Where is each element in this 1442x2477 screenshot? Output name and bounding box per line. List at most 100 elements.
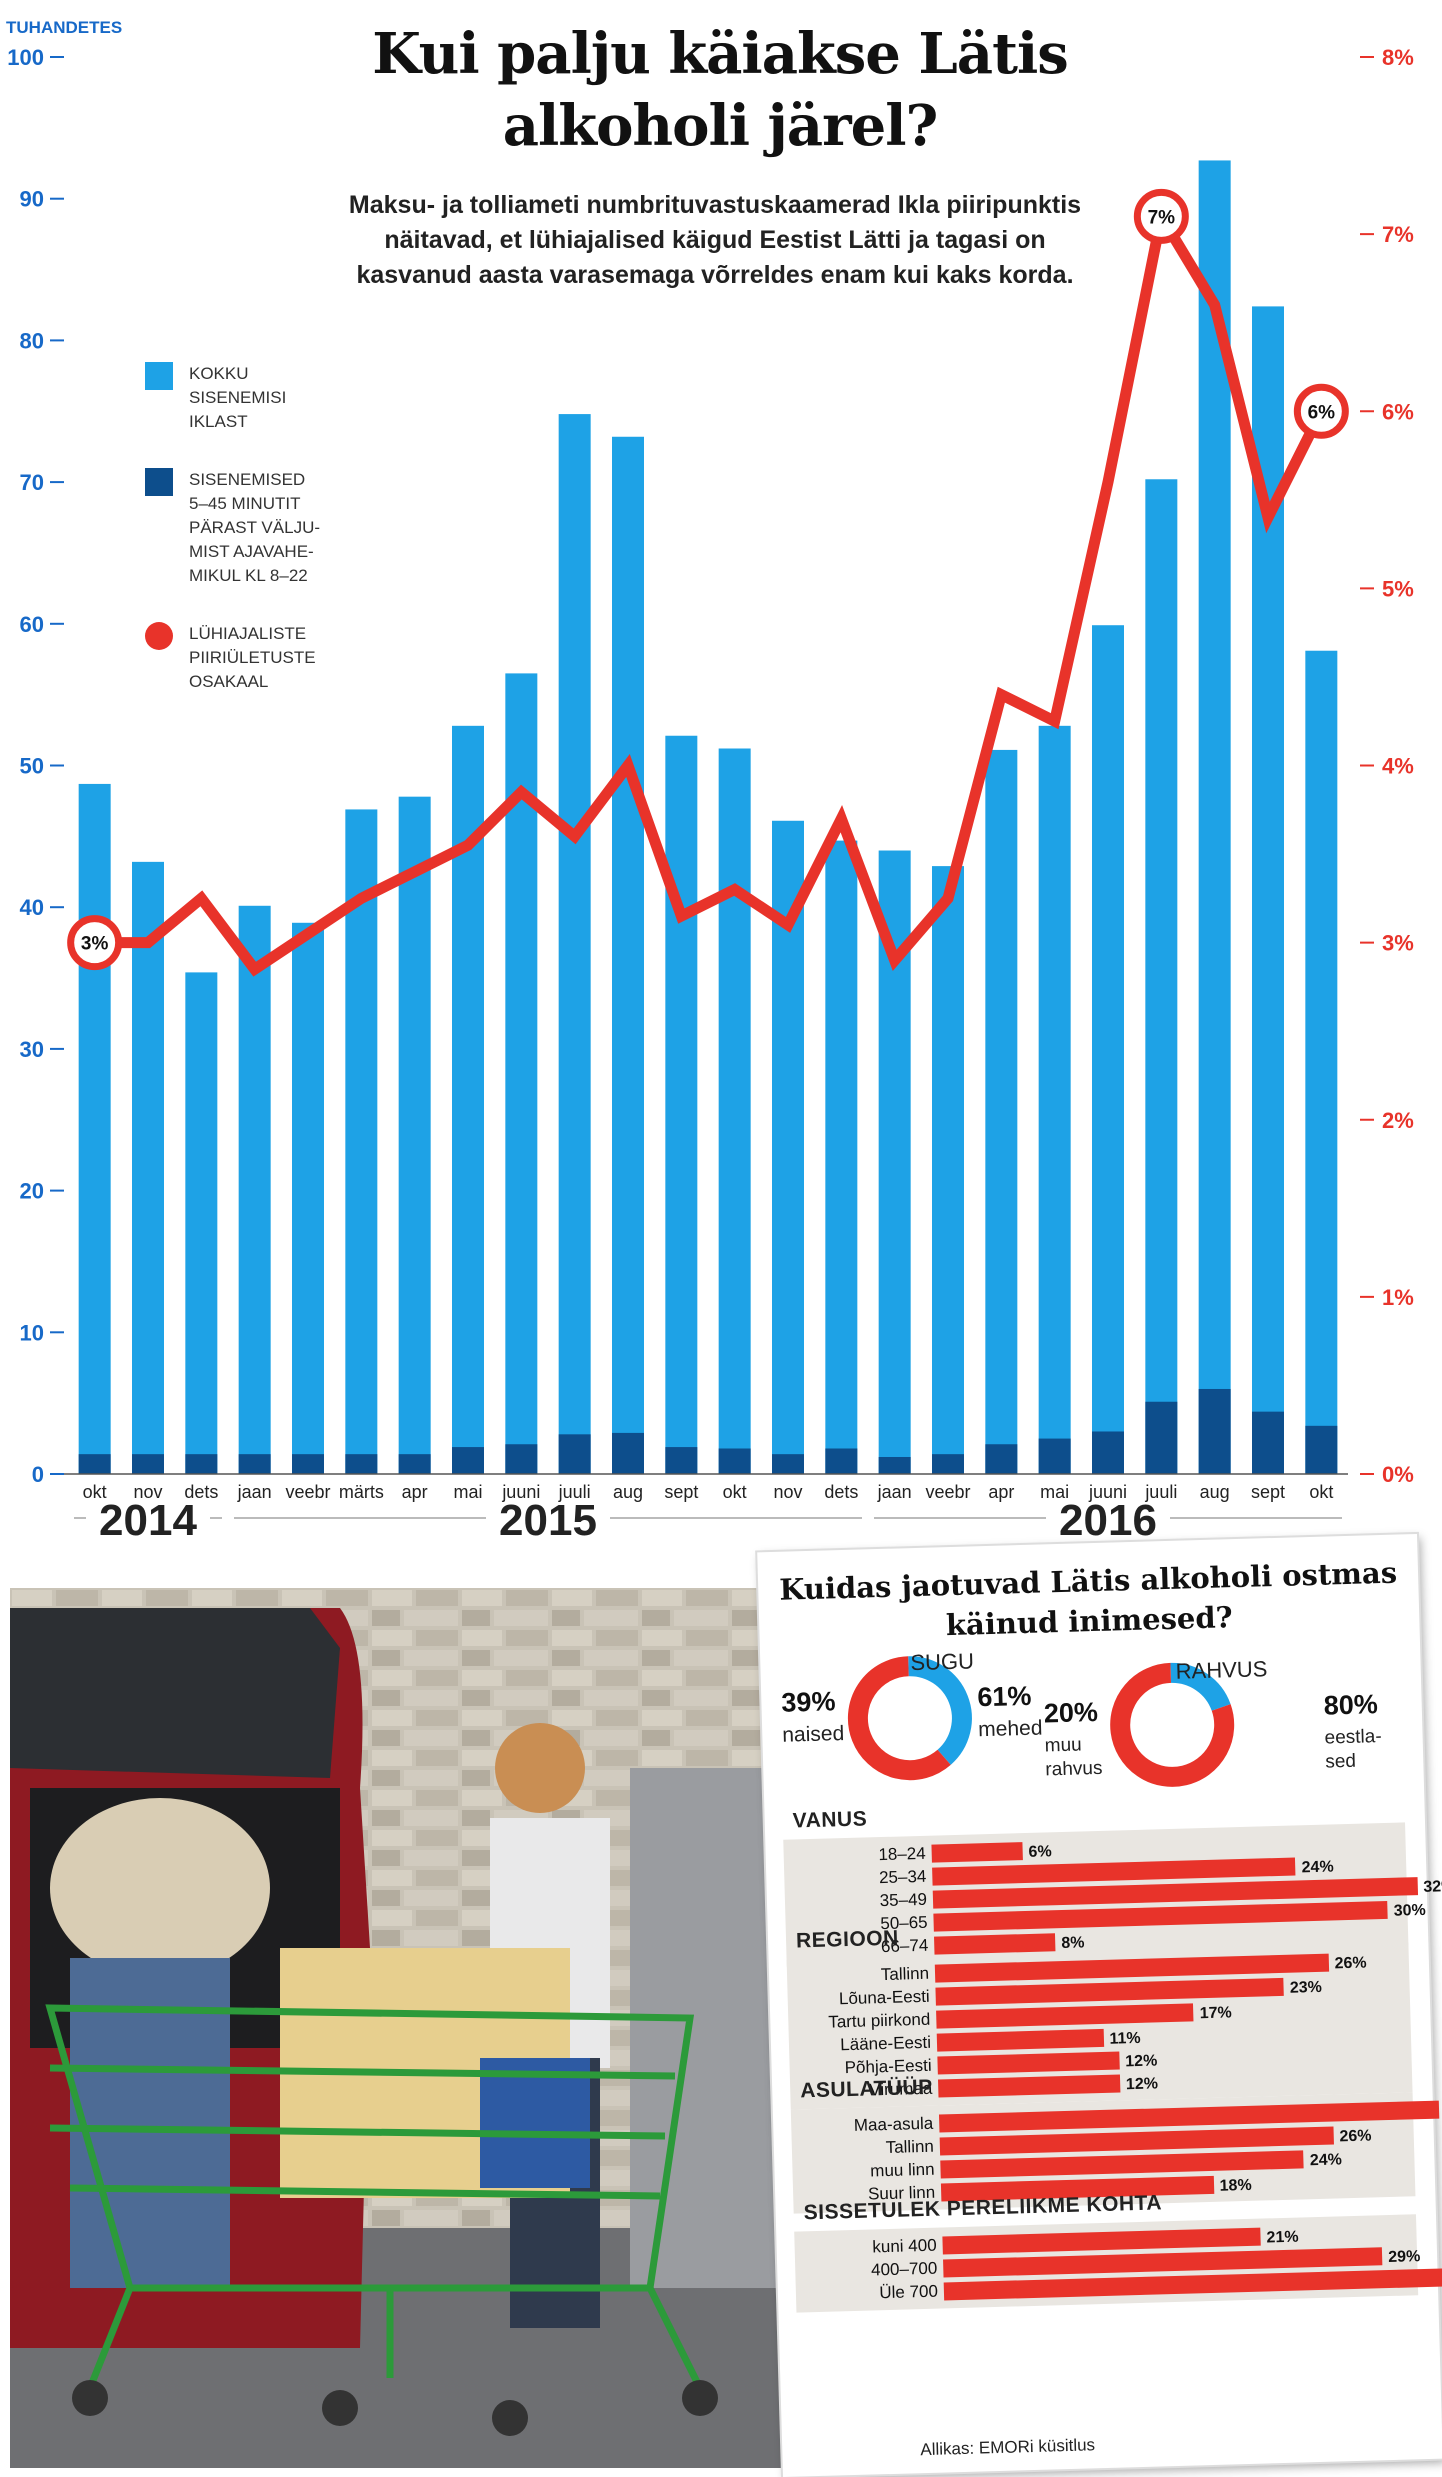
bar-row-bar <box>934 1933 1056 1955</box>
legend-item-total: KOKKU SISENEMISI IKLAST <box>145 362 385 434</box>
x-tick-label: mai <box>453 1482 482 1502</box>
bar-total <box>1305 650 1338 1474</box>
bar-row-value: 23% <box>1289 1978 1323 1997</box>
legend-swatch-total <box>145 362 173 390</box>
legend-swatch-share <box>145 622 173 650</box>
photo-box-blue <box>480 2058 590 2188</box>
bar-short <box>1038 1438 1071 1474</box>
left-tick-label: 10 <box>20 1320 44 1345</box>
bar-total <box>345 809 378 1474</box>
donut-rahvus-left-pct: 20% <box>1043 1696 1099 1729</box>
left-tick-label: 80 <box>20 328 44 353</box>
bar-total <box>1145 479 1178 1474</box>
bar-row-value: 12% <box>1125 2052 1158 2071</box>
bar-short <box>1092 1431 1124 1474</box>
x-tick-label: okt <box>723 1482 747 1502</box>
legend-item-share: LÜHIAJALISTE PIIRIÜLETUSTE OSAKAAL <box>145 622 385 694</box>
x-tick-label: apr <box>402 1482 428 1502</box>
bar-short <box>985 1444 1018 1474</box>
bar-short <box>185 1454 218 1474</box>
photo-car-trunk-lid <box>10 1608 340 1778</box>
right-tick-label: 8% <box>1382 45 1414 70</box>
x-tick-label: juuli <box>558 1482 591 1502</box>
bar-short <box>558 1434 591 1474</box>
bar-short <box>505 1444 538 1474</box>
donut-slice <box>847 1656 951 1781</box>
section-title: ASULATÜÜP <box>799 2075 933 2103</box>
bar-total <box>238 905 271 1474</box>
right-tick-label: 6% <box>1382 399 1414 424</box>
photo-cart-wheels <box>72 2380 718 2436</box>
bar-total <box>665 735 698 1474</box>
donut-sugu-title: SUGU <box>910 1648 975 1676</box>
shopping-cart-photo <box>10 1588 800 2468</box>
share-annotation-marker <box>67 915 123 971</box>
bar-short <box>1198 1388 1231 1474</box>
right-tick-label: 0% <box>1382 1462 1414 1487</box>
bar-short <box>1252 1411 1284 1474</box>
legend-label-short: SISENEMISED 5–45 MINUTIT PÄRAST VÄLJU- M… <box>189 470 321 585</box>
photo-woman-head <box>495 1723 585 1813</box>
year-label: 2014 <box>99 1496 197 1545</box>
x-tick-label: sept <box>664 1482 698 1502</box>
bar-row-label: Üle 700 <box>879 2281 939 2303</box>
left-axis-unit-label: TUHANDETES <box>6 18 123 37</box>
share-annotation-label: 7% <box>1148 207 1176 228</box>
right-tick-label: 2% <box>1382 1108 1414 1133</box>
right-tick-label: 3% <box>1382 931 1414 956</box>
bar-total <box>1038 725 1071 1474</box>
bar-short <box>718 1448 751 1474</box>
chart-title: Kui palju käiakse Lätis alkoholi järel? <box>300 18 1140 162</box>
bar-row-value: 17% <box>1199 2004 1232 2023</box>
chart-legend: KOKKU SISENEMISI IKLAST SISENEMISED 5–45… <box>145 362 385 728</box>
bar-row-value: 11% <box>1109 2029 1141 2048</box>
bar-short <box>398 1454 431 1474</box>
bar-total <box>132 861 164 1474</box>
right-tick-label: 1% <box>1382 1285 1414 1310</box>
x-tick-label: juuni <box>1088 1482 1127 1502</box>
share-annotation-label: 6% <box>1308 402 1336 423</box>
bar-row-bar <box>937 2051 1120 2075</box>
bar-total <box>718 748 751 1474</box>
bar-row-value: 21% <box>1266 2228 1299 2247</box>
bar-short <box>132 1454 164 1474</box>
x-tick-label: aug <box>613 1482 643 1502</box>
bar-short <box>612 1432 644 1474</box>
donut-sugu-left-pct: 39% <box>781 1686 836 1718</box>
left-tick-label: 100 <box>7 45 44 70</box>
donut-slice <box>1110 1662 1235 1787</box>
bar-row-value: 29% <box>1388 2248 1421 2267</box>
donut-slice <box>1170 1662 1231 1712</box>
bar-row-bar <box>936 2028 1104 2052</box>
section-title: REGIOON <box>795 1926 900 1953</box>
bar-total <box>825 840 858 1474</box>
x-tick-label: okt <box>1309 1482 1333 1502</box>
legend-label-share: LÜHIAJALISTE PIIRIÜLETUSTE OSAKAAL <box>189 624 316 691</box>
bar-row-value: 32% <box>1423 1878 1442 1896</box>
x-tick-label: veebr <box>285 1482 330 1502</box>
x-tick-label: jaan <box>877 1482 912 1502</box>
source-note: Allikas: EMORi küsitlus <box>920 2435 1096 2460</box>
left-tick-label: 50 <box>20 754 44 779</box>
bar-short <box>665 1447 698 1474</box>
donut-sugu-left-label: naised <box>782 1722 845 1747</box>
bar-short <box>292 1454 324 1474</box>
share-annotation-marker <box>1293 383 1349 439</box>
bar-row-value: 24% <box>1301 1858 1334 1877</box>
bar-short <box>878 1456 911 1474</box>
donut-sugu-right-label: mehed <box>977 1716 1043 1742</box>
photo-man-back <box>50 1798 270 1978</box>
bar-row-value: 26% <box>1339 2127 1372 2146</box>
border-crossings-chart: 0 10 20 30 40 50 60 70 80 90 100 0% 1% 2% 3% 4% 5% 6% 7% 8%… <box>7 45 1414 1545</box>
bar-total <box>612 436 644 1475</box>
bar-short <box>452 1447 484 1474</box>
right-tick-label: 4% <box>1382 754 1414 779</box>
bar-short <box>932 1454 964 1474</box>
x-tick-label: mai <box>1040 1482 1069 1502</box>
x-tick-label: nov <box>133 1482 162 1502</box>
survey-panel: Kuidas jaotuvad Lätis alkoholi ostmas kä… <box>757 1533 1442 2477</box>
bar-row-bar <box>938 2074 1121 2098</box>
left-tick-label: 90 <box>20 187 44 212</box>
donut-rahvus-right-label: eestla- sed <box>1324 1726 1382 1773</box>
